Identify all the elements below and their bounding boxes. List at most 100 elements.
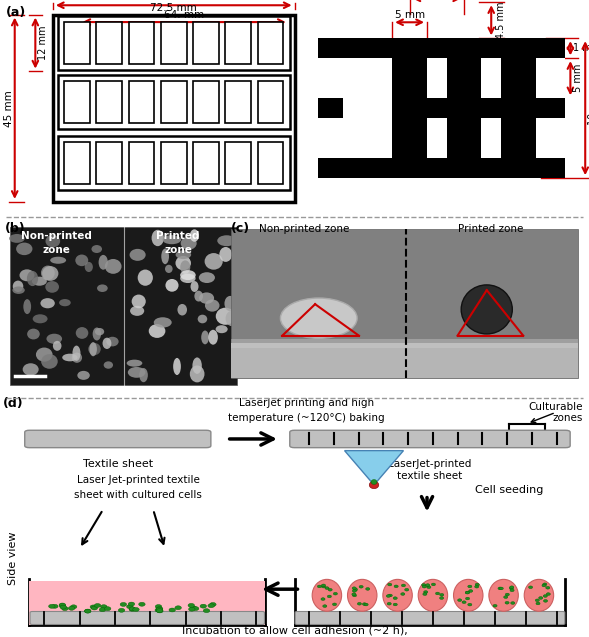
Ellipse shape [401, 592, 405, 596]
Ellipse shape [418, 580, 448, 612]
Ellipse shape [422, 585, 426, 588]
Ellipse shape [546, 593, 550, 596]
Text: Culturable
zones: Culturable zones [528, 401, 583, 423]
Ellipse shape [524, 580, 554, 612]
Ellipse shape [156, 607, 163, 611]
Ellipse shape [219, 247, 232, 262]
Ellipse shape [546, 587, 550, 589]
Text: 4.5 mm: 4.5 mm [496, 1, 506, 39]
Ellipse shape [129, 607, 135, 611]
Ellipse shape [348, 580, 377, 612]
Ellipse shape [32, 276, 47, 286]
Ellipse shape [475, 585, 479, 588]
Bar [257, 82, 283, 122]
Ellipse shape [387, 603, 391, 605]
Ellipse shape [19, 269, 34, 282]
Ellipse shape [498, 587, 502, 590]
Ellipse shape [70, 605, 77, 609]
Bar [226, 142, 251, 183]
Ellipse shape [426, 583, 430, 587]
Ellipse shape [371, 480, 377, 485]
Ellipse shape [101, 605, 107, 608]
Ellipse shape [327, 595, 332, 598]
Bar [257, 142, 283, 183]
Bar [128, 82, 154, 122]
Ellipse shape [62, 606, 68, 611]
Ellipse shape [544, 599, 548, 602]
Bar [501, 58, 536, 158]
Ellipse shape [216, 308, 235, 325]
Text: 72.5 mm: 72.5 mm [150, 3, 197, 13]
Ellipse shape [190, 229, 199, 242]
Ellipse shape [528, 586, 532, 589]
Ellipse shape [177, 304, 187, 315]
Ellipse shape [352, 589, 356, 592]
Ellipse shape [312, 580, 342, 612]
Bar [318, 98, 565, 118]
Ellipse shape [190, 606, 197, 610]
Ellipse shape [155, 608, 161, 612]
Ellipse shape [120, 603, 127, 606]
Text: Cell seeding: Cell seeding [475, 485, 544, 495]
Ellipse shape [165, 265, 173, 273]
Ellipse shape [176, 250, 191, 259]
Ellipse shape [458, 599, 462, 601]
Bar [343, 58, 392, 158]
Ellipse shape [388, 594, 392, 597]
Bar [58, 75, 290, 129]
Ellipse shape [41, 354, 58, 369]
Ellipse shape [97, 285, 108, 292]
Ellipse shape [353, 588, 358, 591]
Ellipse shape [161, 248, 169, 264]
Ellipse shape [332, 603, 336, 606]
Text: (b): (b) [5, 222, 25, 235]
Bar [97, 22, 122, 64]
Ellipse shape [539, 597, 543, 599]
Ellipse shape [393, 597, 397, 599]
Ellipse shape [105, 259, 121, 274]
Ellipse shape [45, 281, 59, 293]
Text: Incubation to allow cell adhesion (~2 h),: Incubation to allow cell adhesion (~2 h)… [181, 626, 408, 636]
Bar [58, 136, 290, 190]
Ellipse shape [129, 608, 135, 612]
Ellipse shape [369, 482, 379, 489]
Ellipse shape [85, 609, 91, 613]
Ellipse shape [41, 266, 55, 280]
Text: 5 mm: 5 mm [573, 64, 583, 92]
Ellipse shape [166, 279, 178, 292]
Ellipse shape [59, 604, 65, 608]
Bar [97, 82, 122, 122]
Bar [193, 22, 219, 64]
Ellipse shape [180, 270, 196, 280]
FancyBboxPatch shape [295, 612, 565, 624]
Text: 45 mm: 45 mm [4, 90, 14, 127]
Ellipse shape [180, 274, 196, 283]
Bar [29, 582, 265, 625]
Ellipse shape [76, 327, 88, 339]
Ellipse shape [423, 593, 427, 596]
Ellipse shape [280, 298, 357, 338]
Ellipse shape [199, 292, 214, 304]
Ellipse shape [462, 601, 466, 603]
Ellipse shape [322, 585, 326, 588]
Ellipse shape [504, 596, 508, 599]
Text: Printed: Printed [157, 231, 200, 241]
Text: Non-printed zone: Non-printed zone [259, 224, 349, 234]
Ellipse shape [386, 595, 391, 598]
Ellipse shape [50, 257, 66, 264]
Ellipse shape [217, 235, 236, 246]
Bar [481, 118, 501, 158]
Ellipse shape [9, 234, 25, 243]
Text: 1 mm: 1 mm [573, 43, 589, 54]
Bar [226, 82, 251, 122]
Ellipse shape [226, 311, 237, 326]
Ellipse shape [104, 361, 113, 369]
Ellipse shape [27, 271, 38, 286]
Ellipse shape [364, 603, 368, 606]
Text: temperature (~120°C) baking: temperature (~120°C) baking [228, 413, 385, 422]
Bar [128, 142, 154, 183]
Ellipse shape [383, 580, 412, 612]
Ellipse shape [388, 583, 392, 586]
Bar [427, 58, 446, 98]
Ellipse shape [188, 607, 195, 611]
